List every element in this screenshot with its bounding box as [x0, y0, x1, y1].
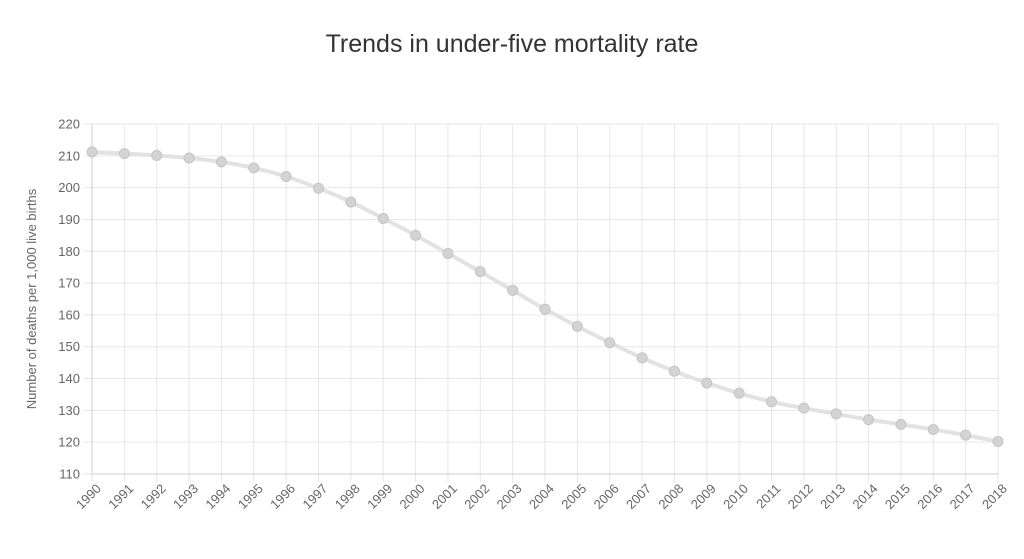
data-point[interactable]: [442, 248, 454, 259]
x-tick-label: 1992: [138, 481, 169, 512]
y-tick-label: 110: [59, 467, 80, 482]
x-tick-label: 2015: [882, 481, 913, 512]
data-point[interactable]: [345, 196, 357, 208]
x-tick-label: 2003: [494, 481, 525, 512]
grid-lines: [84, 123, 999, 482]
data-point[interactable]: [960, 429, 972, 441]
y-tick-label: 180: [58, 244, 80, 259]
series-layer: [86, 146, 1004, 448]
data-point[interactable]: [151, 150, 163, 161]
x-tick-label: 1994: [202, 481, 233, 512]
data-point[interactable]: [248, 162, 260, 174]
data-point[interactable]: [313, 182, 324, 194]
data-point[interactable]: [86, 146, 98, 158]
data-point[interactable]: [118, 148, 130, 160]
x-tick-label: 1998: [332, 481, 363, 512]
data-point[interactable]: [766, 396, 777, 408]
data-point[interactable]: [410, 229, 422, 241]
x-tick-label: 2008: [655, 481, 686, 512]
x-tick-label: 2006: [591, 481, 622, 512]
x-tick-label: 2014: [850, 481, 881, 512]
y-tick-label: 220: [58, 117, 80, 132]
data-point[interactable]: [183, 152, 195, 164]
x-tick-label: 2002: [461, 481, 492, 512]
data-point[interactable]: [863, 414, 875, 426]
x-tick-label: 2000: [397, 481, 428, 512]
y-tick-label: 190: [58, 212, 80, 227]
data-point[interactable]: [280, 171, 292, 182]
x-tick-label: 2017: [947, 481, 978, 512]
data-point[interactable]: [992, 436, 1004, 448]
data-point[interactable]: [830, 408, 842, 420]
data-point[interactable]: [895, 418, 907, 430]
x-tick-label: 2016: [914, 481, 945, 512]
x-tick-label: 2004: [526, 481, 557, 512]
x-tick-label: 2005: [558, 481, 589, 512]
data-point[interactable]: [701, 377, 713, 389]
x-tick-label: 2009: [688, 481, 719, 512]
y-tick-labels: 110 120 130 140 150 160 170 180 190 200 210 220: [58, 117, 80, 482]
x-tick-label: 1997: [299, 481, 330, 512]
x-tick-label: 2007: [623, 481, 654, 512]
x-tick-label: 2012: [785, 481, 816, 512]
x-tick-label: 2001: [429, 481, 460, 512]
y-axis-title: Number of deaths per 1,000 live births: [24, 188, 39, 409]
data-point[interactable]: [604, 337, 616, 349]
x-tick-label: 2011: [753, 481, 783, 511]
x-tick-label: 1996: [267, 481, 298, 512]
data-point[interactable]: [798, 402, 810, 414]
data-point[interactable]: [539, 303, 551, 315]
data-point[interactable]: [215, 156, 227, 168]
x-tick-label: 1991: [105, 481, 136, 512]
y-tick-label: 150: [58, 339, 80, 354]
axes: [91, 124, 998, 475]
data-point[interactable]: [507, 284, 519, 296]
y-tick-label: 200: [58, 180, 80, 195]
x-tick-label: 1999: [364, 481, 395, 512]
x-tick-label: 2010: [720, 481, 751, 512]
data-point[interactable]: [668, 365, 680, 377]
x-tick-label: 1993: [170, 481, 201, 512]
data-point[interactable]: [377, 213, 389, 224]
x-tick-labels: 1990 1991 1992 1993 1994 1995 1996 1997 1998 1999…: [73, 481, 1010, 512]
y-tick-label: 120: [58, 435, 80, 450]
y-tick-label: 160: [58, 307, 80, 322]
chart-title: Trends in under-five mortality rate: [325, 30, 699, 58]
y-tick-label: 130: [58, 403, 80, 418]
data-point[interactable]: [474, 266, 486, 278]
x-tick-label: 2018: [979, 481, 1010, 512]
data-point[interactable]: [733, 387, 745, 399]
data-point[interactable]: [927, 423, 939, 435]
data-point[interactable]: [571, 320, 583, 332]
x-tick-label: 1990: [73, 481, 104, 512]
data-point[interactable]: [636, 352, 648, 364]
x-tick-label: 1995: [235, 481, 266, 512]
y-tick-label: 210: [58, 148, 80, 163]
x-tick-label: 2013: [817, 481, 848, 512]
y-tick-label: 140: [58, 371, 80, 386]
y-tick-label: 170: [58, 276, 80, 291]
